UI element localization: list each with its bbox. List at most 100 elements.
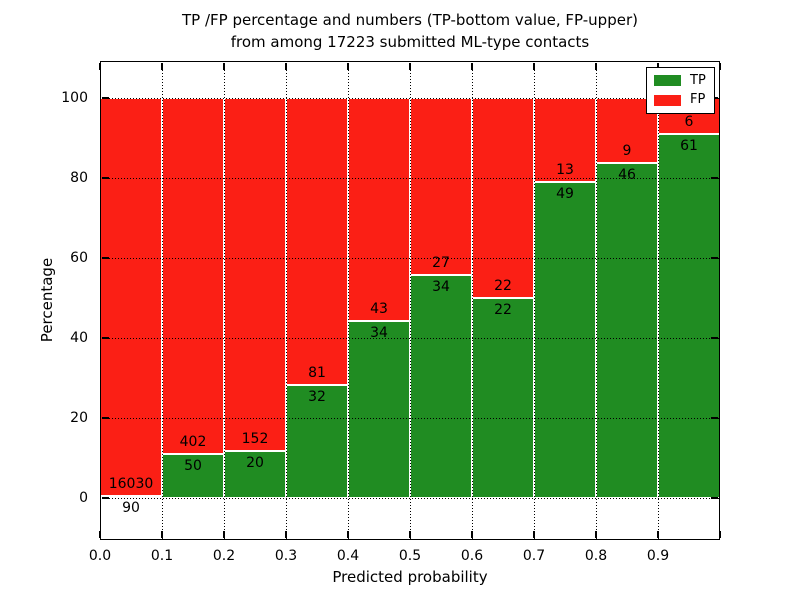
x-tick-label: 0.1 (150, 548, 174, 564)
fp-count-label: 81 (308, 364, 326, 381)
legend: TP FP (646, 67, 715, 114)
x-tick-label: 0.4 (336, 548, 360, 564)
bar-fp-segment (348, 98, 410, 322)
tp-count-label: 49 (556, 185, 574, 202)
tp-count-label: 46 (618, 167, 636, 184)
tp-count-label: 34 (370, 325, 388, 342)
v-gridline (410, 61, 411, 540)
x-tick-label: 0.9 (646, 548, 670, 564)
tp-count-label: 20 (246, 455, 264, 472)
bar-tp-segment (286, 384, 348, 498)
fp-count-label: 22 (494, 278, 512, 294)
x-tick-bottom (533, 531, 535, 538)
v-gridline (658, 61, 659, 540)
v-gridline (596, 61, 597, 540)
fp-count-label: 27 (432, 255, 450, 272)
y-tick-label: 100 (61, 90, 88, 106)
x-tick-label: 0.2 (212, 548, 236, 564)
x-tick-top (285, 63, 287, 70)
bar-tp-segment (596, 163, 658, 498)
x-tick-label: 0.5 (398, 548, 422, 564)
v-gridline (224, 61, 225, 540)
y-tick-right (711, 337, 718, 339)
y-tick-left (102, 417, 109, 419)
y-tick-label: 40 (70, 330, 88, 346)
legend-item-fp: FP (654, 93, 714, 107)
chart-title: TP /FP percentage and numbers (TP-bottom… (100, 9, 720, 53)
y-tick-right (711, 257, 718, 259)
y-tick-left (102, 257, 109, 259)
fp-count-label: 16030 (108, 475, 154, 492)
x-tick-bottom (657, 531, 659, 538)
bar-fp-segment (162, 98, 224, 454)
x-tick-bottom (471, 531, 473, 538)
bar-fp-segment (410, 98, 472, 276)
x-tick-bottom (161, 531, 163, 538)
x-tick-bottom (99, 531, 101, 538)
bar-tp-segment (410, 275, 472, 498)
v-gridline (472, 61, 473, 540)
x-tick-top (595, 63, 597, 70)
legend-item-tp: TP (654, 72, 714, 88)
tp-count-label: 32 (308, 388, 326, 405)
bar-tp-segment (534, 181, 596, 498)
tp-count-label: 34 (432, 279, 450, 296)
fp-count-label: 6 (684, 113, 694, 130)
y-tick-left (102, 497, 109, 499)
legend-swatch-tp (654, 75, 681, 87)
tp-count-label: 22 (494, 302, 512, 318)
x-tick-label: 0.3 (274, 548, 298, 564)
x-tick-top (471, 63, 473, 70)
y-tick-left (102, 177, 109, 179)
fp-count-label: 43 (370, 301, 388, 318)
legend-swatch-fp (654, 94, 681, 106)
x-tick-label: 0.6 (460, 548, 484, 564)
chart-title-line1: TP /FP percentage and numbers (TP-bottom… (182, 11, 638, 29)
tp-count-label: 50 (184, 457, 202, 474)
bar-tp-segment (472, 298, 534, 498)
x-tick-bottom (285, 531, 287, 538)
fp-count-label: 9 (622, 143, 632, 160)
plot-area: 16030 90 402 50 152 20 81 32 43 34 27 34 22 22 13 49 9 46… (99, 61, 721, 540)
x-tick-top (409, 63, 411, 70)
v-gridline (162, 61, 163, 540)
v-gridline (348, 61, 349, 540)
bar-fp-segment (472, 98, 534, 298)
x-tick-bottom (347, 531, 349, 538)
x-tick-bottom (409, 531, 411, 538)
x-tick-label: 0.0 (88, 548, 112, 564)
legend-label-fp: FP (690, 92, 706, 108)
x-tick-bottom (719, 531, 721, 538)
x-tick-top (223, 63, 225, 70)
x-tick-top (99, 63, 101, 70)
x-axis-label: Predicted probability (332, 568, 488, 586)
x-tick-label: 0.8 (584, 548, 608, 564)
y-tick-right (711, 177, 718, 179)
bar-tp-segment (658, 133, 720, 498)
fp-count-label: 13 (556, 161, 574, 178)
y-tick-right (711, 417, 718, 419)
x-tick-bottom (223, 531, 225, 538)
y-tick-right (711, 497, 718, 499)
bar-fp-segment (286, 98, 348, 385)
v-gridline (286, 61, 287, 540)
x-tick-top (657, 63, 659, 70)
fp-count-label: 402 (179, 433, 207, 450)
y-tick-label: 60 (70, 250, 88, 266)
bar-fp-segment (100, 98, 162, 496)
y-tick-left (102, 97, 109, 99)
tp-count-label: 90 (122, 499, 140, 516)
v-gridline (534, 61, 535, 540)
chart-title-line2: from among 17223 submitted ML-type conta… (230, 33, 590, 51)
x-tick-top (719, 63, 721, 70)
fp-count-label: 152 (241, 431, 269, 448)
y-tick-label: 0 (79, 490, 88, 506)
y-tick-left (102, 337, 109, 339)
x-tick-top (347, 63, 349, 70)
bar-tp-segment (224, 451, 286, 498)
bar-fp-segment (224, 98, 286, 452)
bar-tp-segment (348, 321, 410, 498)
legend-label-tp: TP (690, 72, 706, 88)
bar-tp-segment (162, 453, 224, 498)
